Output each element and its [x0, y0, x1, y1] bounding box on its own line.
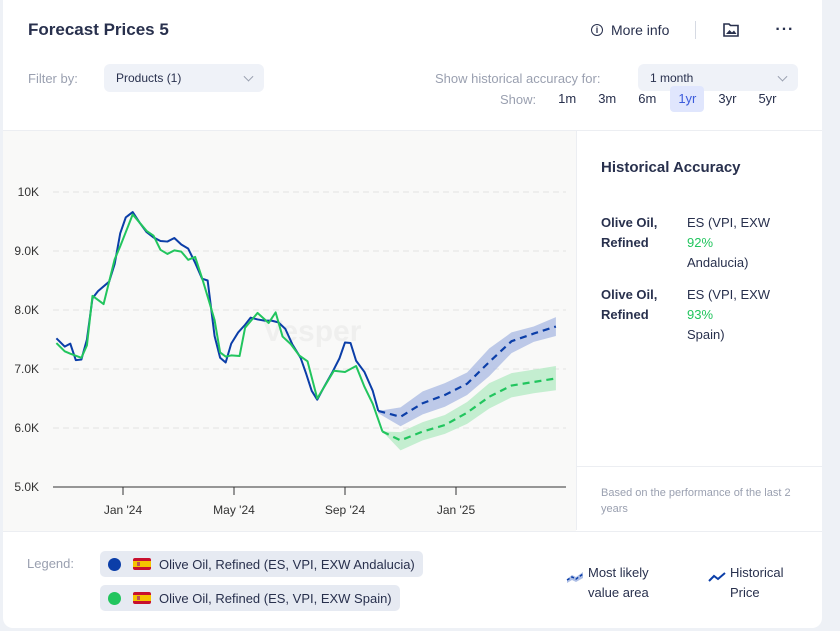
area-band-icon: [566, 572, 584, 583]
range-1m[interactable]: 1m: [558, 91, 577, 106]
y-tick-label: 8.0K: [14, 303, 39, 317]
x-tick-label: Sep '24: [325, 503, 366, 517]
key-historical-price: Historical Price: [708, 563, 783, 603]
accuracy-source: ES (VPI, EXW 93% Spain): [687, 285, 775, 345]
y-tick-label: 7.0K: [14, 362, 39, 376]
chart-legend: Legend: Olive Oil, Refined (ES, VPI, EXW…: [3, 531, 822, 629]
y-tick-label: 9.0K: [14, 244, 39, 258]
accuracy-source-line1: ES (VPI, EXW: [687, 215, 771, 230]
range-6m[interactable]: 6m: [638, 91, 657, 106]
more-info-button[interactable]: i More info: [591, 22, 669, 38]
header-divider: [695, 21, 697, 39]
chart-area: Vesper 5.0K 6.0K 7.0K 8.0K 9.0K 10K Jan '24 May …: [3, 130, 576, 531]
header-actions: i More info ···: [591, 20, 794, 40]
forecast-band-andalucia: [378, 317, 556, 427]
products-select-value: Products (1): [116, 71, 182, 85]
y-tick-label: 5.0K: [14, 480, 39, 494]
accuracy-label: Show historical accuracy for:: [435, 71, 601, 86]
accuracy-footnote: Based on the performance of the last 2 y…: [577, 466, 822, 517]
accuracy-source-line2: Spain): [687, 327, 725, 342]
accuracy-select-value: 1 month: [650, 70, 694, 85]
y-tick-label: 10K: [18, 185, 39, 199]
historical-line-spain: [55, 213, 384, 432]
x-tick-label: Jan '24: [104, 503, 143, 517]
series-color-dot: [108, 557, 121, 571]
range-5yr[interactable]: 5yr: [758, 91, 777, 106]
legend-item-spain[interactable]: Olive Oil, Refined (ES, VPI, EXW Spain): [100, 585, 400, 611]
historical-line-andalucia: [55, 211, 380, 412]
key-label: Historical Price: [730, 565, 784, 600]
chevron-down-icon: [777, 71, 788, 82]
range-selector: Show: 1m 3m 6m 1yr 3yr 5yr: [500, 86, 785, 112]
more-dots-icon[interactable]: ···: [775, 21, 795, 38]
x-tick-label: Jan '25: [437, 503, 476, 517]
spain-flag-icon: [133, 592, 151, 604]
forecast-band-spain: [382, 366, 556, 451]
range-3yr[interactable]: 3yr: [718, 91, 737, 106]
legend-item-label: Olive Oil, Refined (ES, VPI, EXW Andaluc…: [159, 556, 415, 572]
forecast-line-spain: [381, 377, 557, 442]
range-1yr[interactable]: 1yr: [670, 86, 705, 112]
accuracy-source-line1: ES (VPI, EXW: [687, 287, 771, 302]
range-3m[interactable]: 3m: [598, 91, 617, 106]
more-info-label: More info: [611, 22, 670, 38]
card-title: Forecast Prices 5: [28, 20, 169, 39]
forecast-line-andalucia: [378, 325, 557, 418]
legend-label: Legend:: [27, 556, 74, 571]
filter-by-label: Filter by:: [28, 71, 78, 86]
accuracy-product: Olive Oil, Refined: [601, 215, 658, 250]
chevron-down-icon: [243, 71, 254, 82]
historical-accuracy-title: Historical Accuracy: [601, 159, 741, 176]
spain-flag-icon: [133, 558, 151, 570]
show-label: Show:: [500, 91, 537, 107]
accuracy-select[interactable]: 1 month: [638, 64, 798, 91]
line-trend-icon: [708, 572, 726, 582]
info-icon: i: [591, 24, 603, 36]
image-export-icon[interactable]: [723, 23, 740, 37]
historical-accuracy-panel: Historical Accuracy Olive Oil, Refined E…: [576, 130, 822, 530]
key-label: Most likely value area: [588, 565, 649, 600]
legend-item-label: Olive Oil, Refined (ES, VPI, EXW Spain): [159, 590, 392, 606]
products-select[interactable]: Products (1): [104, 64, 264, 92]
x-tick-label: May '24: [213, 503, 255, 517]
accuracy-percent: 92%: [687, 235, 714, 250]
accuracy-product: Olive Oil, Refined: [601, 287, 658, 322]
accuracy-source-line2: Andalucia): [687, 255, 749, 270]
key-most-likely-area: Most likely value area: [566, 563, 649, 603]
legend-item-andalucia[interactable]: Olive Oil, Refined (ES, VPI, EXW Andaluc…: [100, 551, 423, 577]
accuracy-source: ES (VPI, EXW 92% Andalucia): [687, 213, 775, 273]
accuracy-percent: 93%: [687, 307, 714, 322]
series-color-dot: [108, 591, 121, 605]
y-tick-label: 6.0K: [14, 421, 39, 435]
